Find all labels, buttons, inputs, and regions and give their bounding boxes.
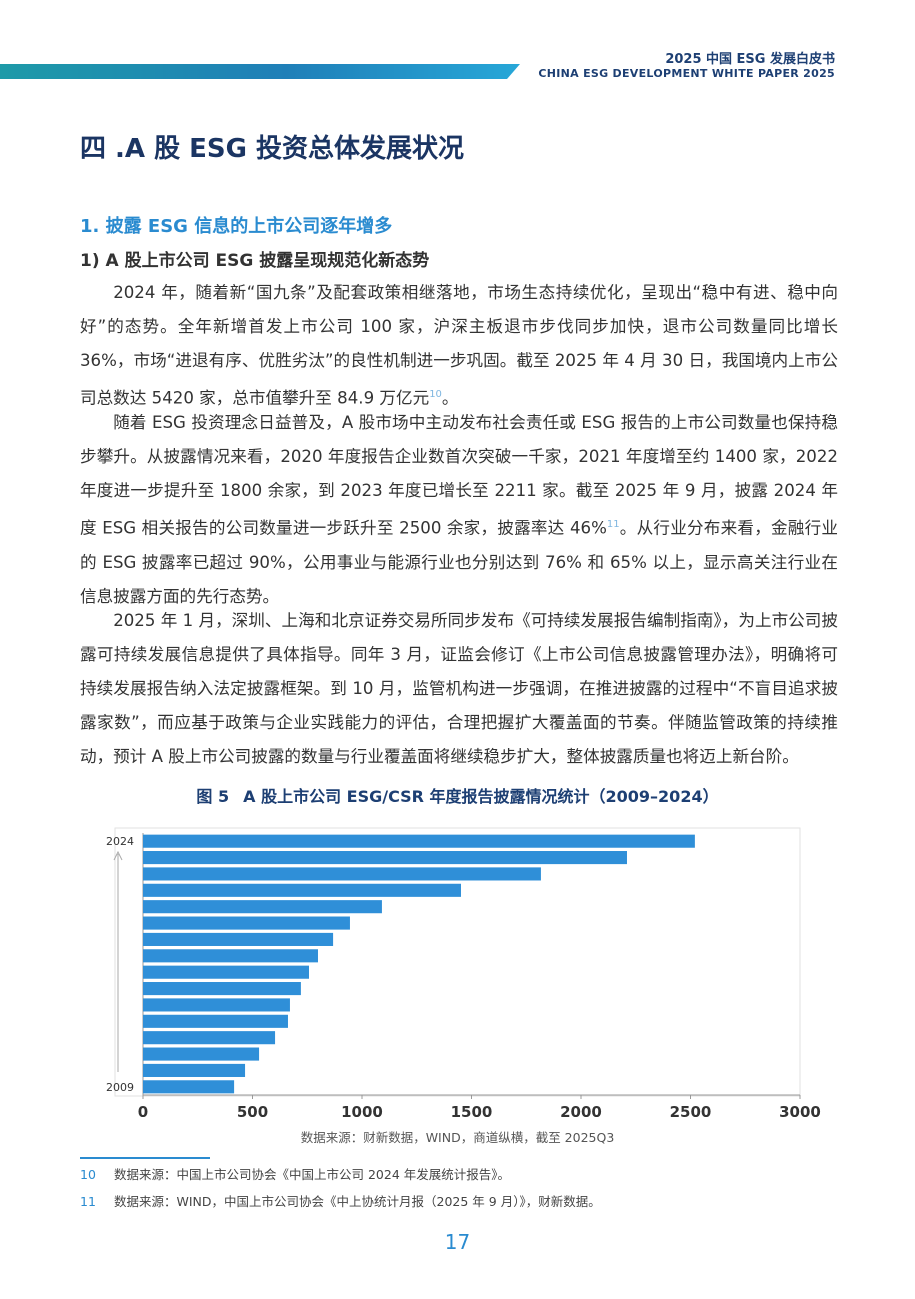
paragraph-text: 2025 年 1 月，深圳、上海和北京证券交易所同步发布《可持续发展报告编制指南… — [80, 611, 838, 766]
bar — [143, 1031, 276, 1045]
footnote-rule — [80, 1157, 210, 1159]
bar — [143, 883, 461, 897]
footnote-text: 数据来源：中国上市公司协会《中国上市公司 2024 年发展统计报告》。 — [114, 1167, 511, 1182]
figure-label: 图 5 — [196, 787, 230, 806]
chart-frame — [114, 827, 801, 1097]
footnote-number: 11 — [80, 1194, 96, 1209]
section-title: 四 .A 股 ESG 投资总体发展状况 — [80, 134, 465, 164]
page-number: 17 — [444, 1230, 471, 1254]
x-tick-label: 0 — [138, 1103, 148, 1121]
paragraph-text: 随着 ESG 投资理念日益普及，A 股市场中主动发布社会责任或 ESG 报告的上… — [80, 413, 838, 538]
header-title: 2025 中国 ESG 发展白皮书 — [665, 52, 835, 67]
footnote: 11 数据来源：WIND，中国上市公司协会《中上协统计月报（2025 年 9 月）… — [80, 1191, 601, 1210]
paragraph-text: 。 — [441, 388, 459, 408]
header-subtitle: CHINA ESG DEVELOPMENT WHITE PAPER 2025 — [538, 67, 835, 80]
bar — [143, 834, 695, 848]
footnote-text: 数据来源：WIND，中国上市公司协会《中上协统计月报（2025 年 9 月）》，… — [114, 1194, 601, 1209]
footnote-ref: 10 — [429, 389, 442, 400]
subheading: 1) A 股上市公司 ESG 披露呈现规范化新态势 — [80, 251, 430, 271]
paragraph: 2024 年，随着新“国九条”及配套政策相继落地，市场生态持续优化，呈现出“稳中… — [80, 276, 838, 416]
bar — [143, 949, 318, 963]
heading: 1. 披露 ESG 信息的上市公司逐年增多 — [80, 216, 393, 237]
chart-title: A 股上市公司 ESG/CSR 年度报告披露情况统计（2009–2024） — [243, 787, 719, 806]
bar — [143, 900, 382, 914]
axis-arrow-head — [113, 850, 123, 861]
bar — [143, 998, 290, 1012]
x-tick-label: 500 — [237, 1103, 268, 1121]
bar — [143, 867, 541, 881]
x-tick-label: 1500 — [451, 1103, 493, 1121]
bar — [143, 1014, 288, 1028]
footnote-number: 10 — [80, 1167, 96, 1182]
bar — [143, 965, 310, 979]
paragraph: 随着 ESG 投资理念日益普及，A 股市场中主动发布社会责任或 ESG 报告的上… — [80, 406, 838, 614]
header-bar — [0, 64, 520, 79]
y-tick-label: 2009 — [106, 1081, 134, 1094]
y-tick-label: 2024 — [106, 835, 134, 848]
paragraph-text: 。从行业分布来看，金融行业的 ESG 披露率已超过 90%，公用事业与能源行业也… — [80, 518, 838, 606]
bar — [143, 1063, 246, 1077]
x-tick-label: 2000 — [560, 1103, 602, 1121]
bar — [143, 932, 334, 946]
paragraph: 2025 年 1 月，深圳、上海和北京证券交易所同步发布《可持续发展报告编制指南… — [80, 604, 838, 774]
bar — [143, 1080, 235, 1094]
x-tick-label: 3000 — [779, 1103, 821, 1121]
bar — [143, 916, 350, 930]
bar — [143, 851, 627, 865]
footnote-ref: 11 — [606, 519, 620, 530]
footnote: 10 数据来源：中国上市公司协会《中国上市公司 2024 年发展统计报告》。 — [80, 1164, 510, 1183]
chart-source: 数据来源：财新数据，WIND，商道纵横，截至 2025Q3 — [300, 1130, 615, 1145]
bar — [143, 982, 301, 996]
paragraph-text: 2024 年，随着新“国九条”及配套政策相继落地，市场生态持续优化，呈现出“稳中… — [80, 283, 838, 408]
figure-caption: 图 5 A 股上市公司 ESG/CSR 年度报告披露情况统计（2009–2024） — [0, 783, 915, 807]
bar — [143, 1047, 260, 1061]
x-tick-label: 1000 — [341, 1103, 383, 1121]
x-tick-label: 2500 — [670, 1103, 712, 1121]
chart: 0 500 1000 1500 2000 2500 3000 2009 2024 — [106, 827, 821, 1121]
